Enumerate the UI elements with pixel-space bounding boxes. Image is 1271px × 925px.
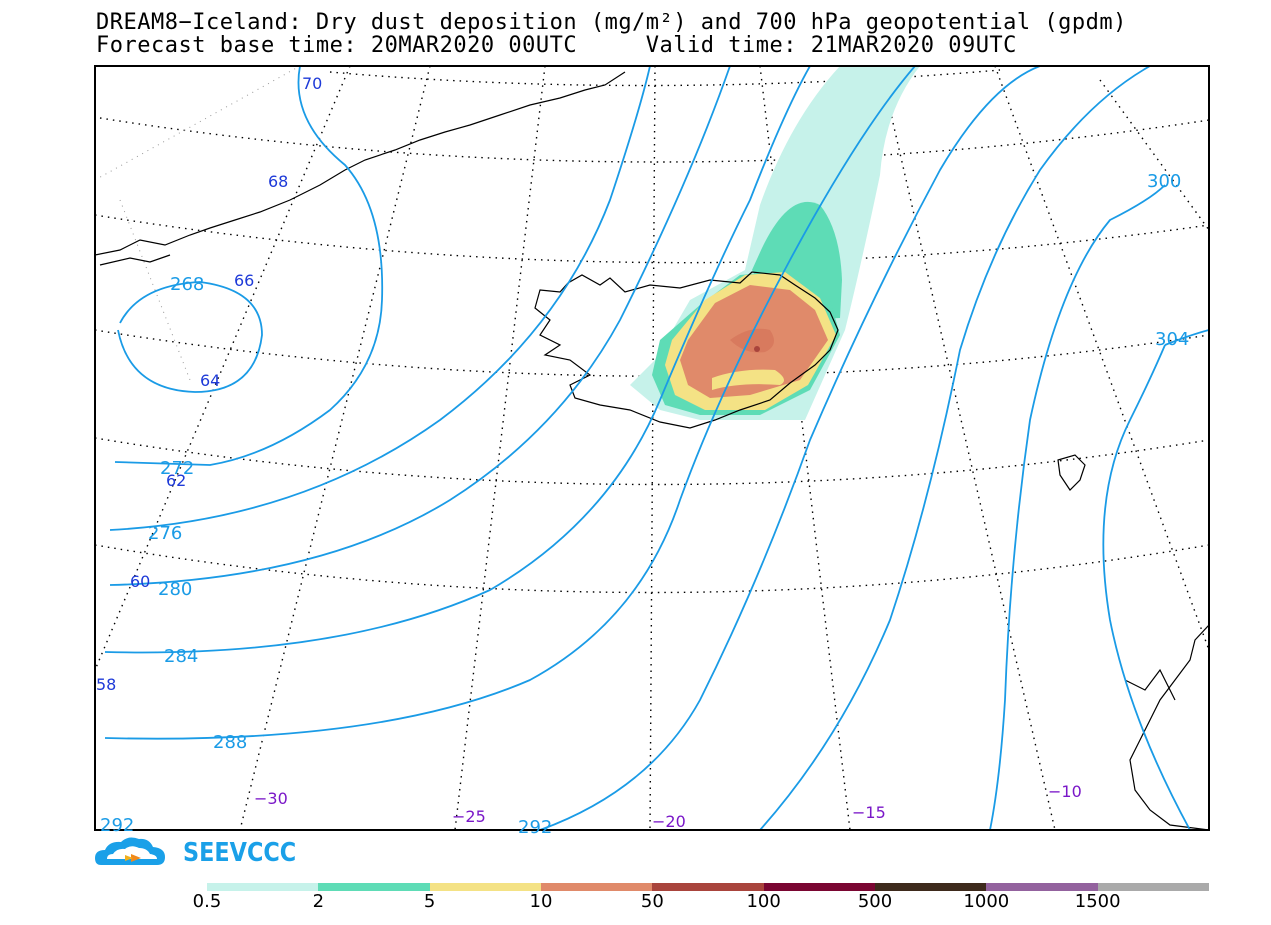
lat-label: 70 [302, 74, 322, 93]
contour-label: 304 [1155, 329, 1189, 350]
legend-swatch [763, 883, 876, 891]
legend-label: 50 [640, 891, 664, 912]
lat-label: 68 [268, 172, 288, 191]
map-frame [94, 65, 1210, 831]
lat-label: 58 [96, 675, 116, 694]
latitude-labels: 70 68 66 64 62 60 58 [96, 74, 322, 694]
legend-swatch [875, 883, 987, 891]
lat-label: 66 [234, 271, 254, 290]
lon-label: −25 [452, 807, 486, 826]
legend-swatch [429, 883, 542, 891]
cloud-icon [95, 837, 165, 865]
lat-label: 60 [130, 572, 150, 591]
legend-swatch [318, 883, 431, 891]
legend-swatch [652, 883, 765, 891]
contour-label: 288 [213, 732, 247, 753]
contour-label: 292 [518, 817, 552, 838]
legend-label: 0.5 [192, 891, 222, 912]
contour-label: 292 [100, 815, 134, 836]
legend-label: 2 [312, 891, 325, 912]
lon-label: −20 [652, 812, 686, 831]
lon-label: −15 [852, 803, 886, 822]
legend-label: 5 [423, 891, 436, 912]
legend-swatch [207, 883, 319, 891]
contour-label: 300 [1147, 171, 1181, 192]
longitude-labels: −30 −25 −20 −15 −10 [254, 782, 1082, 831]
dust-plume [630, 66, 920, 420]
contour-label: 268 [170, 274, 204, 295]
contour-label: 272 [160, 458, 194, 479]
contour-label: 280 [158, 579, 192, 600]
map-subtitle: Forecast base time: 20MAR2020 00UTC Vali… [96, 33, 1017, 58]
legend-label: 1500 [1074, 891, 1121, 912]
legend-swatch [541, 883, 653, 891]
logo-text: SEEVCCC [183, 838, 297, 868]
contour-labels: 268 272 276 280 284 288 292 292 300 304 [100, 171, 1189, 838]
coastlines [95, 71, 1209, 830]
legend-label: 100 [746, 891, 781, 912]
legend-label: 1000 [963, 891, 1010, 912]
contour-label: 276 [148, 523, 182, 544]
legend-swatch [986, 883, 1099, 891]
map-title: DREAM8−Iceland: Dry dust deposition (mg/… [96, 10, 1127, 35]
contour-label: 284 [164, 646, 198, 667]
legend-swatch [1097, 883, 1210, 891]
legend-label: 500 [857, 891, 893, 912]
lat-label: 64 [200, 371, 220, 390]
lat-label: 62 [166, 471, 186, 490]
legend-label: 10 [529, 891, 553, 912]
meridians [95, 66, 1209, 830]
lon-label: −30 [254, 789, 288, 808]
seevccc-logo [95, 837, 165, 865]
lon-label: −10 [1048, 782, 1082, 801]
geopotential-contours [104, 66, 1209, 830]
